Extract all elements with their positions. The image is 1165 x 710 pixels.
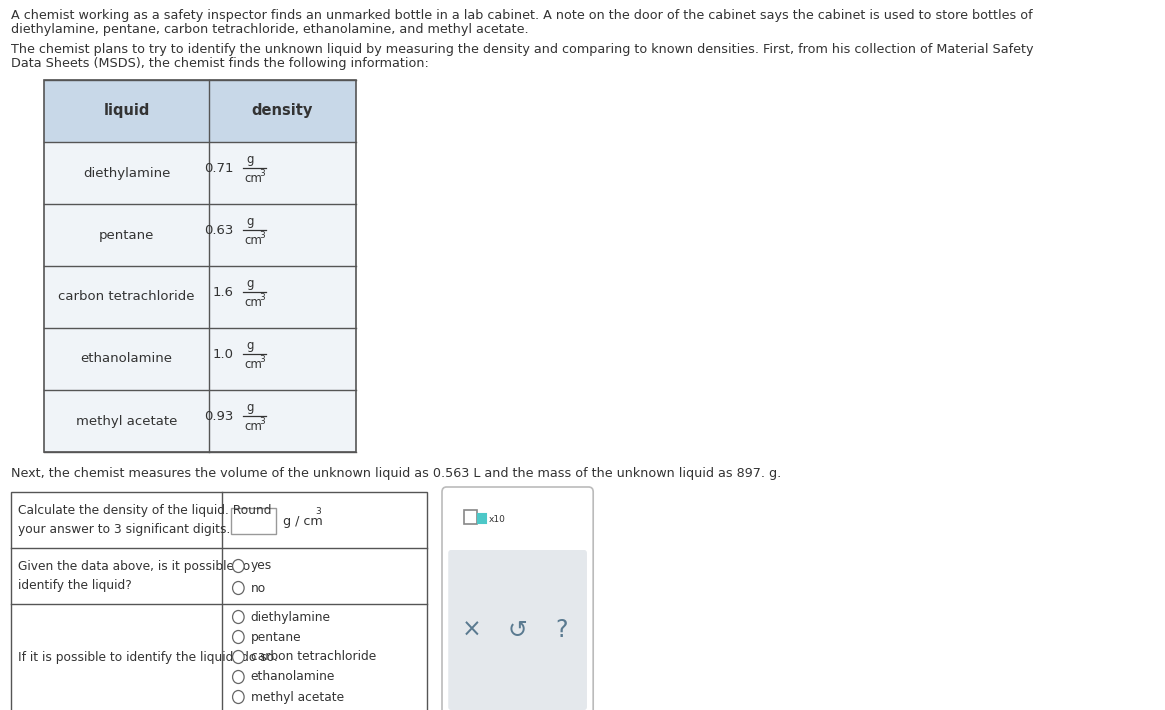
Text: no: no: [250, 581, 266, 594]
Text: ?: ?: [556, 618, 569, 642]
Text: liquid: liquid: [104, 104, 150, 119]
Text: methyl acetate: methyl acetate: [76, 415, 177, 427]
Bar: [231, 508, 276, 534]
Text: cm: cm: [245, 359, 262, 371]
Text: 0.71: 0.71: [204, 161, 234, 175]
Text: 3: 3: [259, 356, 264, 364]
Circle shape: [233, 691, 245, 704]
Text: pentane: pentane: [99, 229, 155, 241]
Text: diethylamine: diethylamine: [83, 167, 170, 180]
Text: 1.6: 1.6: [213, 285, 234, 298]
Text: Calculate the density of the liquid. Round
your answer to 3 significant digits.: Calculate the density of the liquid. Rou…: [17, 504, 271, 536]
Text: pentane: pentane: [250, 630, 302, 643]
Text: 0.93: 0.93: [205, 410, 234, 422]
Bar: [479, 514, 487, 523]
Text: 0.63: 0.63: [205, 224, 234, 236]
Text: Data Sheets (MSDS), the chemist finds the following information:: Data Sheets (MSDS), the chemist finds th…: [10, 57, 429, 70]
Circle shape: [233, 650, 245, 664]
Text: g / cm: g / cm: [283, 515, 323, 528]
Text: The chemist plans to try to identify the unknown liquid by measuring the density: The chemist plans to try to identify the…: [10, 43, 1033, 55]
Text: 3: 3: [259, 170, 264, 178]
Text: ethanolamine: ethanolamine: [250, 670, 336, 684]
Bar: [44, 80, 355, 452]
Text: g: g: [246, 400, 254, 413]
Text: ×: ×: [461, 618, 481, 642]
Bar: [44, 204, 355, 266]
Circle shape: [233, 611, 245, 623]
Text: g: g: [246, 276, 254, 290]
Text: ↺: ↺: [508, 618, 528, 642]
Text: 3: 3: [259, 293, 264, 302]
Text: 1.0: 1.0: [213, 347, 234, 361]
Text: Next, the chemist measures the volume of the unknown liquid as 0.563 L and the m: Next, the chemist measures the volume of…: [10, 467, 781, 481]
FancyBboxPatch shape: [442, 487, 593, 710]
Bar: [464, 510, 476, 524]
Text: carbon tetrachloride: carbon tetrachloride: [58, 290, 195, 303]
Bar: [10, 492, 426, 710]
Text: 3: 3: [259, 231, 264, 241]
Text: cm: cm: [245, 173, 262, 185]
Text: cm: cm: [245, 234, 262, 248]
Text: diethylamine: diethylamine: [250, 611, 331, 623]
Text: g: g: [246, 153, 254, 165]
Text: carbon tetrachloride: carbon tetrachloride: [250, 650, 376, 664]
Text: g: g: [246, 214, 254, 227]
Text: methyl acetate: methyl acetate: [250, 691, 344, 704]
Text: g: g: [246, 339, 254, 351]
FancyBboxPatch shape: [449, 550, 587, 710]
Text: diethylamine, pentane, carbon tetrachloride, ethanolamine, and methyl acetate.: diethylamine, pentane, carbon tetrachlor…: [10, 23, 528, 36]
Bar: [44, 328, 355, 390]
Circle shape: [233, 670, 245, 684]
Text: ethanolamine: ethanolamine: [80, 352, 172, 366]
Text: cm: cm: [245, 297, 262, 310]
Circle shape: [233, 559, 245, 572]
Bar: [44, 80, 355, 142]
Bar: [44, 390, 355, 452]
Text: A chemist working as a safety inspector finds an unmarked bottle in a lab cabine: A chemist working as a safety inspector …: [10, 9, 1032, 21]
Text: yes: yes: [250, 559, 273, 572]
Bar: [44, 266, 355, 328]
Text: 3: 3: [259, 417, 264, 427]
Text: If it is possible to identify the liquid, do so.: If it is possible to identify the liquid…: [17, 652, 277, 665]
Text: cm: cm: [245, 420, 262, 434]
Text: 3: 3: [316, 508, 322, 516]
Text: x10: x10: [488, 515, 506, 523]
Circle shape: [233, 630, 245, 643]
Circle shape: [233, 581, 245, 594]
Text: Given the data above, is it possible to
identify the liquid?: Given the data above, is it possible to …: [17, 560, 250, 592]
Bar: [44, 142, 355, 204]
Text: density: density: [252, 104, 313, 119]
